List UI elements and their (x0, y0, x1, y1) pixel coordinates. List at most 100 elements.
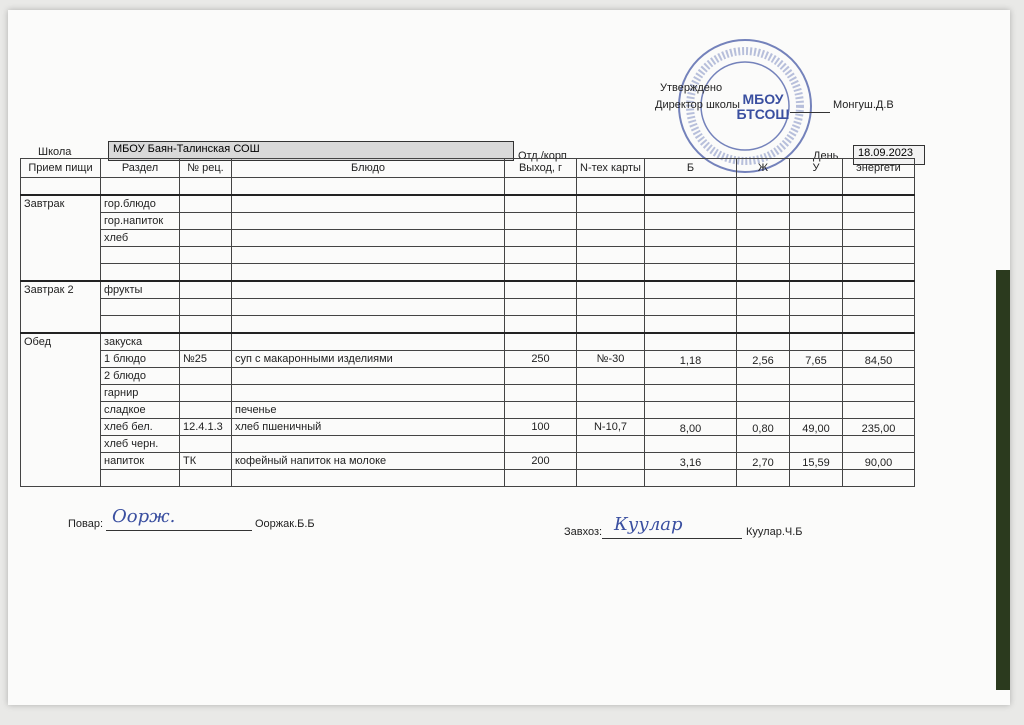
table-cell: №-30 (576, 350, 645, 368)
table-cell (736, 177, 790, 196)
director-label: Директор школы (655, 99, 740, 111)
table-cell (842, 229, 915, 247)
table-cell (179, 332, 232, 351)
column-header: N-тех карты (576, 158, 645, 178)
table-row: Обед закуска (20, 332, 915, 351)
table-cell (842, 280, 915, 299)
table-cell (504, 401, 577, 419)
school-label: Школа (38, 146, 72, 158)
table-cell (20, 229, 101, 247)
table-cell (842, 263, 915, 282)
table-cell (20, 298, 101, 316)
table-row: напиток ТК кофейный напиток на молоке 200 3,… (20, 452, 915, 470)
table-cell (20, 315, 101, 334)
table-cell (231, 229, 505, 247)
table-cell: гор.напиток (100, 212, 180, 230)
table-cell (576, 367, 645, 385)
table-cell: 200 (504, 452, 577, 470)
table-cell (736, 332, 790, 351)
table-cell: суп с макаронными изделиями (231, 350, 505, 368)
table-cell (842, 401, 915, 419)
table-cell (179, 435, 232, 453)
supply-name: Куулар.Ч.Б (746, 526, 803, 538)
supply-label: Завхоз: (564, 526, 603, 538)
table-cell: сладкое (100, 401, 180, 419)
table-cell (842, 246, 915, 264)
table-cell: хлеб (100, 229, 180, 247)
table-cell (842, 367, 915, 385)
table-cell (736, 194, 790, 213)
school-field: МБОУ Баян-Талинская СОШ (108, 141, 514, 161)
table-row: гор.напиток (20, 212, 915, 230)
column-header: Выход, г (504, 158, 577, 178)
table-cell (789, 332, 843, 351)
supply-signature: Куулар (614, 514, 683, 535)
table-row: Завтрак гор.блюдо (20, 194, 915, 213)
table-cell (644, 212, 737, 230)
table-cell (179, 229, 232, 247)
table-cell (576, 298, 645, 316)
table-cell (644, 435, 737, 453)
table-cell (789, 469, 843, 487)
table-cell (231, 469, 505, 487)
table-cell (20, 263, 101, 282)
table-row: гарнир (20, 384, 915, 402)
table-cell (100, 469, 180, 487)
stamp-text: МБОУ БТСОШ (736, 91, 790, 122)
table-cell (644, 177, 737, 196)
table-cell: N-10,7 (576, 418, 645, 436)
approved-label: Утверждено (660, 82, 723, 94)
table-cell: 8,00 (644, 418, 737, 436)
table-cell (789, 229, 843, 247)
table-cell (576, 212, 645, 230)
table-cell (576, 332, 645, 351)
table-cell (504, 435, 577, 453)
cook-label: Повар: (68, 518, 104, 530)
table-cell (789, 263, 843, 282)
table-cell (842, 298, 915, 316)
table-cell (644, 332, 737, 351)
table-header: Прием пищи Раздел № рец. Блюдо Выход, г N-тех… (20, 158, 915, 178)
table-cell (644, 246, 737, 264)
table-cell: 1,18 (644, 350, 737, 368)
table-cell (100, 246, 180, 264)
table-cell (576, 435, 645, 453)
table-cell: 100 (504, 418, 577, 436)
table-cell (504, 384, 577, 402)
table-cell: гарнир (100, 384, 180, 402)
director-name: Монгуш.Д.В (833, 99, 894, 111)
table-cell (231, 263, 505, 282)
table-cell (644, 401, 737, 419)
table-row (20, 246, 915, 264)
table-cell: гор.блюдо (100, 194, 180, 213)
table-cell (736, 298, 790, 316)
table-cell (504, 177, 577, 196)
table-cell (100, 298, 180, 316)
table-cell (576, 280, 645, 299)
table-cell (842, 332, 915, 351)
table-cell (504, 469, 577, 487)
table-cell (179, 246, 232, 264)
table-cell: хлеб бел. (100, 418, 180, 436)
table-cell (179, 367, 232, 385)
table-cell (100, 177, 180, 196)
table-cell (179, 194, 232, 213)
table-cell (736, 229, 790, 247)
table-cell (736, 384, 790, 402)
table-cell (20, 367, 101, 385)
cook-name: Ооржак.Б.Б (255, 518, 315, 530)
table-cell (644, 229, 737, 247)
table-cell (179, 315, 232, 334)
table-cell: 90,00 (842, 452, 915, 470)
table-cell: печенье (231, 401, 505, 419)
table-cell (842, 315, 915, 334)
table-cell (736, 367, 790, 385)
table-cell (789, 194, 843, 213)
table-cell (576, 452, 645, 470)
table-cell (504, 246, 577, 264)
table-cell (504, 298, 577, 316)
table-cell (736, 401, 790, 419)
table-cell: 2,56 (736, 350, 790, 368)
table-cell (504, 332, 577, 351)
table-cell: закуска (100, 332, 180, 351)
